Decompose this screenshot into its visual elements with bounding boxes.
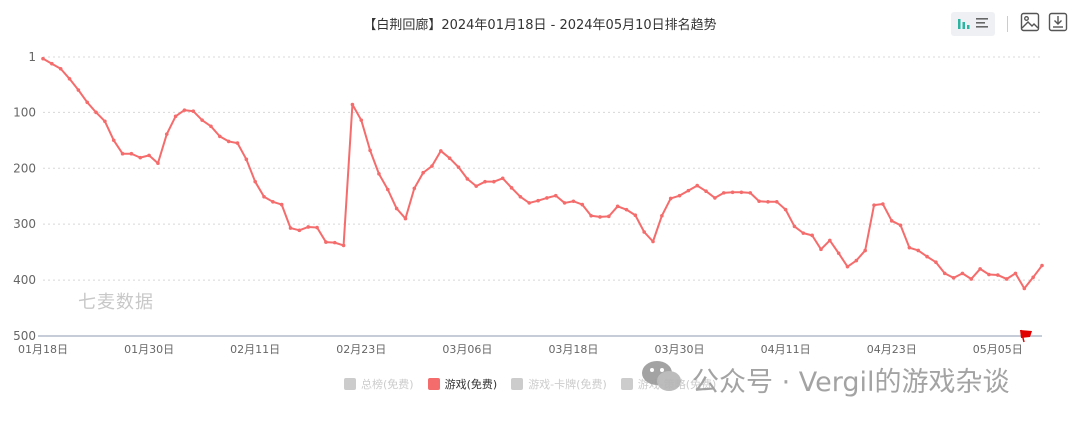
svg-text:01月18日: 01月18日 [18, 343, 68, 356]
list-icon[interactable] [975, 15, 989, 34]
toolbar-divider [1007, 16, 1008, 32]
legend-swatch [620, 378, 633, 390]
chart-type-switch[interactable] [951, 12, 995, 36]
legend-item-games-card[interactable]: 游戏-卡牌(免费) [511, 376, 607, 392]
svg-text:02月23日: 02月23日 [336, 343, 386, 356]
svg-text:04月11日: 04月11日 [761, 343, 811, 356]
legend-label: 总榜(免费) [361, 378, 414, 391]
download-icon[interactable] [1048, 12, 1068, 36]
legend-item-overall[interactable]: 总榜(免费) [344, 376, 414, 392]
svg-text:100: 100 [13, 105, 36, 119]
brand-watermark: 七麦数据 [78, 292, 154, 313]
image-icon[interactable] [1020, 12, 1040, 36]
legend-item-games[interactable]: 游戏(免费) [427, 376, 498, 392]
rank-trend-chart: 1 100 200 300 400 500 01月18日 01月30日 02月11日 02月23… [13, 50, 1044, 356]
legend-swatch [511, 378, 524, 390]
bar-chart-icon[interactable] [957, 15, 971, 34]
svg-text:02月11日: 02月11日 [230, 343, 280, 356]
svg-text:05月05日: 05月05日 [973, 343, 1023, 356]
svg-text:200: 200 [13, 161, 36, 175]
svg-text:03月18日: 03月18日 [548, 343, 598, 356]
flag-icon [1020, 329, 1032, 343]
svg-text:04月23日: 04月23日 [867, 343, 917, 356]
wechat-watermark: 公众号 · Vergil的游戏杂谈 [640, 358, 1010, 401]
svg-text:500: 500 [13, 329, 36, 343]
wechat-watermark-text: 公众号 · Vergil的游戏杂谈 [692, 367, 1010, 398]
legend-swatch [427, 378, 440, 390]
wechat-icon [640, 358, 684, 401]
chart-title: 【白荆回廊】2024年01月18日 - 2024年05月10日排名趋势 [363, 18, 717, 33]
chart-toolbar [951, 12, 1068, 36]
download-button[interactable] [1048, 12, 1068, 36]
svg-text:03月06日: 03月06日 [442, 343, 492, 356]
legend-label: 游戏-卡牌(免费) [528, 378, 607, 391]
svg-text:300: 300 [13, 217, 36, 231]
svg-text:01月30日: 01月30日 [124, 343, 174, 356]
y-axis: 1 100 200 300 400 500 [13, 50, 36, 343]
legend-label: 游戏(免费) [444, 378, 498, 391]
svg-text:400: 400 [13, 273, 36, 287]
x-axis: 01月18日 01月30日 02月11日 02月23日 03月06日 03月18日 03月3… [18, 335, 1042, 356]
legend-swatch [344, 378, 356, 390]
svg-text:1: 1 [28, 50, 36, 64]
series-line [41, 56, 1044, 291]
save-image-button[interactable] [1020, 12, 1040, 36]
grid-lines [43, 56, 1042, 281]
svg-text:03月30日: 03月30日 [655, 343, 705, 356]
